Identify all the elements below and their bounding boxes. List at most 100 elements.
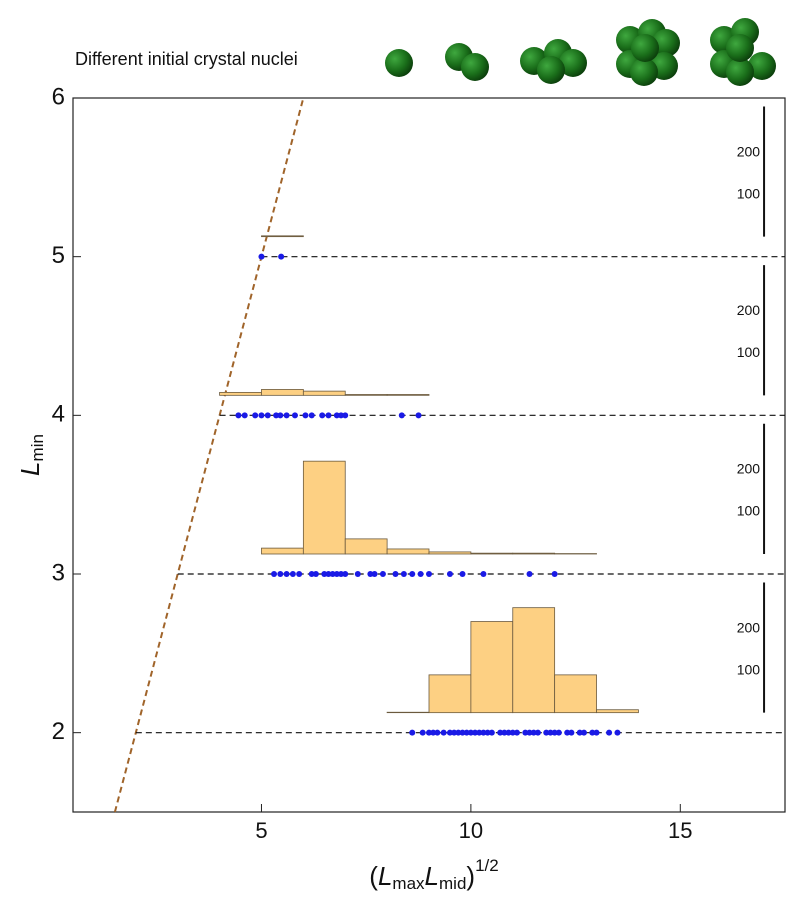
data-point (441, 730, 447, 736)
data-point (235, 412, 241, 418)
histogram-bar (429, 675, 471, 713)
y-axis-label: Lmin (15, 434, 48, 476)
y-tick-label: 6 (52, 83, 65, 110)
data-point (296, 571, 302, 577)
data-point (380, 571, 386, 577)
histogram-bar (261, 389, 303, 395)
data-point (409, 571, 415, 577)
scale-tick-label: 100 (737, 503, 761, 519)
data-point (556, 730, 562, 736)
data-point (258, 254, 264, 260)
scale-tick-label: 100 (737, 344, 761, 360)
data-point (434, 730, 440, 736)
x-tick-label: 10 (459, 818, 483, 843)
data-point (258, 412, 264, 418)
data-point (606, 730, 612, 736)
histogram-bar (220, 392, 262, 395)
data-point (342, 571, 348, 577)
x-label-part: L (378, 861, 392, 891)
histogram-bar (303, 391, 345, 395)
data-point (418, 571, 424, 577)
data-point (568, 730, 574, 736)
x-label-part: L (425, 861, 439, 891)
header: Different initial crystal nuclei (75, 49, 298, 69)
scale-tick-label: 100 (737, 185, 761, 201)
histogram-bar (597, 710, 639, 713)
x-label-part: max (392, 874, 425, 893)
data-point (552, 571, 558, 577)
data-point (278, 254, 284, 260)
data-point (252, 412, 258, 418)
histogram-bar (555, 675, 597, 713)
data-point (514, 730, 520, 736)
data-point (277, 412, 283, 418)
histogram-bar (345, 394, 387, 395)
data-point (614, 730, 620, 736)
data-point (399, 412, 405, 418)
data-point (447, 571, 453, 577)
data-point (271, 571, 277, 577)
x-label-part: 1/2 (475, 856, 499, 875)
data-point (480, 571, 486, 577)
data-point (265, 412, 271, 418)
scale-tick-label: 100 (737, 661, 761, 677)
y-label-part: min (28, 434, 47, 461)
histogram-bar (429, 552, 471, 554)
histogram-bar (261, 236, 303, 237)
data-point (284, 571, 290, 577)
data-point (284, 412, 290, 418)
y-tick-label: 5 (52, 242, 65, 269)
data-point (309, 412, 315, 418)
data-point (581, 730, 587, 736)
data-point (460, 571, 466, 577)
data-point (292, 412, 298, 418)
data-point (401, 571, 407, 577)
histogram-bar (345, 539, 387, 554)
y-tick-label: 2 (52, 718, 65, 745)
data-point (355, 571, 361, 577)
x-tick-label: 5 (255, 818, 267, 843)
data-point (372, 571, 378, 577)
y-tick-label: 4 (52, 401, 65, 428)
scale-tick-label: 200 (737, 619, 761, 635)
y-label-part: L (15, 461, 45, 475)
data-point (416, 412, 422, 418)
histogram-bar (261, 548, 303, 554)
data-point (594, 730, 600, 736)
nuclei-icons (385, 18, 776, 86)
histogram-bar (471, 622, 513, 713)
data-point (489, 730, 495, 736)
y-tick-label: 3 (52, 559, 65, 586)
data-point (319, 412, 325, 418)
data-point (392, 571, 398, 577)
data-point (535, 730, 541, 736)
x-label-part: mid (439, 874, 466, 893)
data-point (409, 730, 415, 736)
histogram-bar (387, 549, 429, 554)
x-label-part: ( (369, 861, 378, 891)
x-tick-label: 15 (668, 818, 692, 843)
histogram-bar (303, 461, 345, 554)
scale-tick-label: 200 (737, 302, 761, 318)
data-point (527, 571, 533, 577)
histogram-bar (513, 553, 555, 554)
data-point (290, 571, 296, 577)
data-point (313, 571, 319, 577)
x-label-part: ) (466, 861, 475, 891)
histogram-bar (513, 608, 555, 713)
data-point (342, 412, 348, 418)
data-point (242, 412, 248, 418)
boundary-line (115, 98, 303, 812)
scale-tick-label: 200 (737, 143, 761, 159)
data-point (277, 571, 283, 577)
x-axis-label: (LmaxLmid)1/2 (369, 856, 498, 893)
data-point (302, 412, 308, 418)
histogram-bar (471, 553, 513, 554)
data-point (420, 730, 426, 736)
histogram-bar (387, 394, 429, 395)
data-point (426, 571, 432, 577)
scale-tick-label: 200 (737, 461, 761, 477)
data-point (325, 412, 331, 418)
